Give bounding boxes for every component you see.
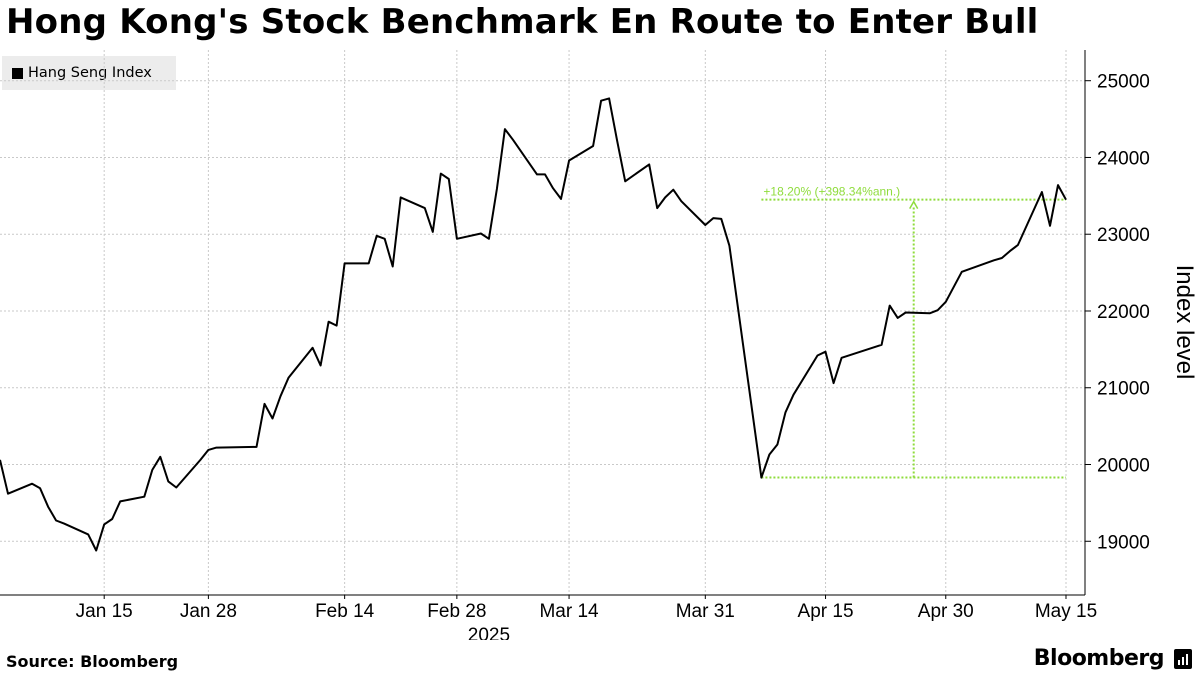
x-year-label: 2025 <box>468 625 510 640</box>
y-tick-label: 25000 <box>1097 72 1150 93</box>
x-tick-label: Apr 30 <box>918 601 974 622</box>
legend-label: Hang Seng Index <box>28 65 152 81</box>
x-tick-label: Feb 14 <box>315 601 375 622</box>
y-tick-label: 24000 <box>1097 148 1150 169</box>
x-tick-label: Mar 31 <box>676 601 735 622</box>
y-tick-label: 23000 <box>1097 225 1150 246</box>
bloomberg-terminal-icon <box>1174 649 1192 669</box>
x-axis: Jan 15 Jan 28 Feb 14 Feb 28 Mar 14 Mar 31 Apr … <box>0 594 1097 640</box>
brand-logo-text: Bloomberg <box>1033 646 1165 671</box>
y-axis: 19000 20000 21000 22000 23000 24000 25000 Index… <box>1084 50 1198 595</box>
y-axis-title: Index level <box>1171 265 1198 380</box>
x-tick-label: Apr 15 <box>798 601 854 622</box>
chart-title: Hong Kong's Stock Benchmark En Route to … <box>6 2 1039 42</box>
legend-swatch <box>12 67 23 79</box>
y-tick-label: 22000 <box>1097 302 1150 323</box>
x-tick-label: May 15 <box>1035 601 1097 622</box>
y-tick-label: 19000 <box>1097 532 1150 553</box>
y-tick-label: 21000 <box>1097 379 1150 400</box>
legend: Hang Seng Index <box>2 56 176 90</box>
source-note: Source: Bloomberg <box>6 652 179 671</box>
line-chart: Jan 15 Jan 28 Feb 14 Feb 28 Mar 14 Mar 31 Apr … <box>0 50 1198 640</box>
x-tick-label: Jan 28 <box>180 601 237 622</box>
series-line-hang-seng <box>0 97 1067 552</box>
annotation-arrowhead <box>909 200 919 210</box>
annotation-label: +18.20% (+398.34%ann.) <box>763 185 900 199</box>
x-tick-label: Mar 14 <box>539 601 599 622</box>
series-layer <box>0 97 1067 552</box>
gridlines <box>0 50 1085 595</box>
x-tick-label: Feb 28 <box>427 601 486 622</box>
x-tick-label: Jan 15 <box>76 601 133 622</box>
y-tick-label: 20000 <box>1097 456 1150 477</box>
change-annotation: +18.20% (+398.34%ann.) <box>761 185 1066 479</box>
